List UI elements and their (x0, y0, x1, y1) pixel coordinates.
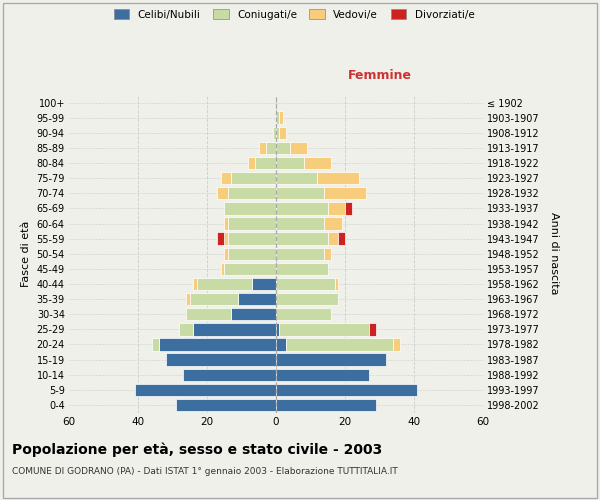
Bar (228, 232, 276, 245)
Bar (193, 323, 276, 336)
Bar (221, 262, 224, 275)
Bar (217, 187, 228, 200)
Bar (224, 218, 228, 230)
Bar (325, 248, 331, 260)
Bar (276, 142, 290, 154)
Bar (276, 187, 325, 200)
Bar (276, 354, 386, 366)
Bar (276, 384, 418, 396)
Bar (328, 232, 338, 245)
Bar (221, 172, 231, 184)
Bar (328, 202, 345, 214)
Bar (276, 202, 328, 214)
Bar (231, 172, 276, 184)
Bar (276, 293, 338, 306)
Bar (276, 248, 325, 260)
Bar (276, 112, 280, 124)
Bar (280, 323, 369, 336)
Bar (224, 262, 276, 275)
Bar (276, 338, 286, 350)
Bar (231, 308, 276, 320)
Text: Popolazione per età, sesso e stato civile - 2003: Popolazione per età, sesso e stato civil… (12, 442, 382, 457)
Bar (276, 368, 369, 381)
Bar (228, 187, 276, 200)
Bar (238, 293, 276, 306)
Bar (217, 232, 224, 245)
Legend: Celibi/Nubili, Coniugati/e, Vedovi/e, Divorziati/e: Celibi/Nubili, Coniugati/e, Vedovi/e, Di… (109, 5, 479, 24)
Bar (369, 323, 376, 336)
Bar (290, 142, 307, 154)
Bar (228, 248, 276, 260)
Bar (325, 218, 341, 230)
Bar (276, 323, 280, 336)
Bar (276, 278, 335, 290)
Bar (266, 142, 276, 154)
Bar (276, 262, 328, 275)
Bar (276, 232, 328, 245)
Bar (286, 338, 394, 350)
Bar (248, 157, 256, 169)
Bar (276, 398, 376, 411)
Bar (224, 202, 276, 214)
Bar (259, 142, 266, 154)
Bar (276, 218, 325, 230)
Bar (159, 338, 276, 350)
Bar (338, 232, 345, 245)
Bar (166, 354, 276, 366)
Bar (190, 293, 238, 306)
Bar (224, 232, 228, 245)
Y-axis label: Anni di nascita: Anni di nascita (550, 212, 559, 295)
Bar (228, 218, 276, 230)
Bar (280, 126, 286, 139)
Bar (197, 278, 252, 290)
Bar (394, 338, 400, 350)
Bar (187, 308, 231, 320)
Bar (224, 248, 228, 260)
Bar (193, 278, 197, 290)
Text: Femmine: Femmine (347, 70, 412, 82)
Bar (325, 187, 366, 200)
Bar (276, 126, 280, 139)
Bar (256, 157, 276, 169)
Bar (272, 126, 276, 139)
Bar (187, 293, 190, 306)
Bar (252, 278, 276, 290)
Bar (276, 172, 317, 184)
Bar (183, 368, 276, 381)
Bar (280, 112, 283, 124)
Bar (304, 157, 331, 169)
Y-axis label: Fasce di età: Fasce di età (21, 220, 31, 287)
Text: COMUNE DI GODRANO (PA) - Dati ISTAT 1° gennaio 2003 - Elaborazione TUTTITALIA.IT: COMUNE DI GODRANO (PA) - Dati ISTAT 1° g… (12, 468, 398, 476)
Bar (317, 172, 359, 184)
Bar (276, 157, 304, 169)
Bar (134, 384, 276, 396)
Bar (176, 398, 276, 411)
Bar (335, 278, 338, 290)
Bar (276, 308, 331, 320)
Bar (179, 323, 193, 336)
Bar (345, 202, 352, 214)
Bar (152, 338, 159, 350)
